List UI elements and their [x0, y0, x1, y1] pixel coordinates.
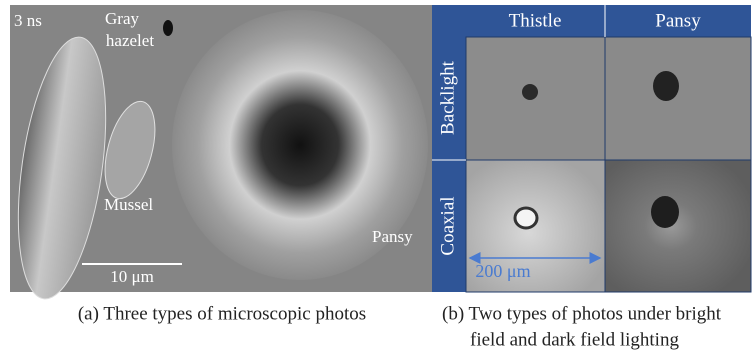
pansy-label: Pansy: [372, 227, 413, 246]
body: 3 ns Gray hazelet Mussel Pansy 10 μm (a)…: [0, 0, 756, 351]
particle: [653, 71, 679, 101]
cell: [605, 160, 751, 292]
row-header: Backlight: [437, 60, 458, 135]
column-header: Pansy: [655, 10, 701, 31]
particle: [515, 208, 537, 228]
scale-label: 200 μm: [475, 261, 530, 281]
time-label: 3 ns: [14, 11, 42, 30]
column-header: Thistle: [509, 10, 562, 31]
figure: 3 ns Gray hazelet Mussel Pansy 10 μm (a)…: [0, 0, 756, 351]
cell: [605, 37, 751, 160]
cell: [466, 37, 605, 160]
particle: [522, 84, 538, 100]
row-header: Coaxial: [437, 196, 458, 255]
hazelet-label: Gray: [105, 9, 139, 28]
caption: (a) Three types of microscopic photos: [78, 303, 366, 324]
mussel-label: Mussel: [104, 195, 153, 214]
dark-speck: [163, 20, 173, 36]
particle: [651, 196, 679, 228]
page: {"panel_a": {"time_label": "3 ns", "gray…: [0, 0, 756, 351]
hazelet-label: hazelet: [106, 31, 154, 50]
scale-label: 10 μm: [110, 267, 154, 286]
caption: (b) Two types of photos under bright: [442, 303, 722, 324]
panel-b: Thistle Pansy Backlight Coaxial 200 μm (…: [432, 5, 751, 350]
caption: field and dark field lighting: [470, 329, 679, 350]
header-bar: [432, 5, 751, 37]
panel-a: 3 ns Gray hazelet Mussel Pansy 10 μm (a)…: [4, 5, 432, 324]
